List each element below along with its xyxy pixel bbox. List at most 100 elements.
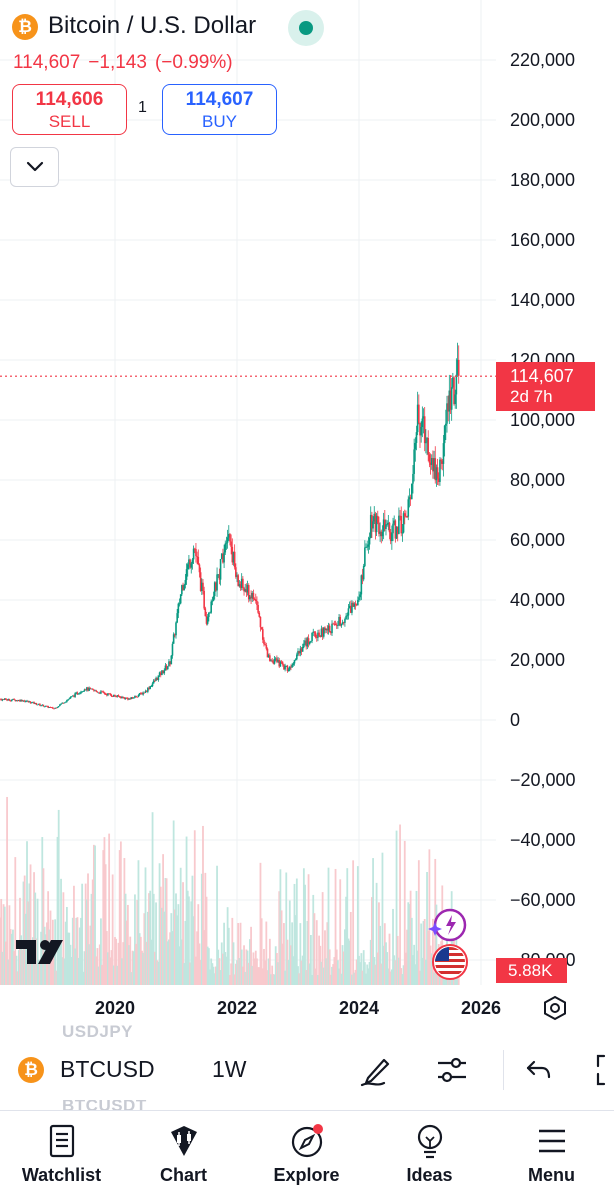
candle-body bbox=[22, 700, 25, 702]
volume-bar bbox=[340, 973, 343, 985]
volume-bar bbox=[155, 902, 157, 985]
volume-bar bbox=[190, 901, 193, 985]
candle-body bbox=[263, 639, 265, 645]
candle-body bbox=[196, 556, 198, 557]
undo-icon[interactable] bbox=[522, 1052, 556, 1088]
candle-body bbox=[232, 551, 235, 563]
volume-bar bbox=[271, 965, 274, 985]
candle-body bbox=[43, 706, 46, 708]
interval-selector[interactable]: 1W bbox=[212, 1056, 247, 1082]
candle-body bbox=[79, 693, 81, 695]
volume-bar bbox=[304, 884, 306, 985]
volume-bar bbox=[151, 812, 154, 985]
volume-bar bbox=[170, 913, 173, 985]
candle-body bbox=[265, 645, 268, 649]
nav-ideas[interactable]: Ideas bbox=[368, 1111, 491, 1200]
fullscreen-icon[interactable] bbox=[594, 1052, 614, 1088]
candle-body bbox=[2, 699, 5, 701]
volume-bar bbox=[360, 953, 363, 985]
volume-bar bbox=[89, 925, 92, 985]
market-open-dot[interactable] bbox=[288, 10, 324, 46]
volume-bar bbox=[321, 892, 324, 985]
candle-body bbox=[371, 514, 373, 529]
volume-bar bbox=[386, 952, 389, 985]
candle-body bbox=[348, 605, 351, 609]
candle-body bbox=[253, 599, 256, 600]
nav-label: Menu bbox=[528, 1165, 575, 1185]
volume-bar bbox=[71, 917, 74, 985]
candle-body bbox=[209, 612, 211, 614]
volume-bar bbox=[143, 913, 146, 985]
price-axis[interactable]: 220,000200,000180,000160,000140,000120,0… bbox=[510, 50, 576, 970]
candle-body bbox=[66, 700, 68, 702]
volume-bar bbox=[142, 952, 145, 985]
candle-body bbox=[239, 584, 242, 588]
candle-body bbox=[320, 628, 323, 637]
candle-body bbox=[34, 702, 37, 704]
candlestick-series bbox=[0, 342, 460, 710]
chart-settings-hexagon-icon[interactable] bbox=[542, 995, 568, 1021]
candle-body bbox=[443, 425, 446, 444]
volume-bar bbox=[192, 916, 195, 985]
volume-bar bbox=[153, 951, 156, 985]
candle-body bbox=[447, 403, 449, 412]
volume-bar bbox=[26, 841, 28, 985]
candle-body bbox=[98, 692, 101, 694]
volume-bar bbox=[379, 925, 382, 985]
nav-explore[interactable]: Explore bbox=[245, 1111, 368, 1200]
tradingview-logo-icon[interactable] bbox=[16, 938, 68, 966]
buy-button[interactable]: 114,607 BUY bbox=[162, 84, 277, 135]
symbol-title[interactable]: Bitcoin / U.S. Dollar bbox=[48, 12, 257, 39]
nav-watchlist[interactable]: Watchlist bbox=[0, 1111, 123, 1200]
candle-body bbox=[107, 693, 109, 696]
volume-bar bbox=[226, 907, 229, 985]
volume-bar bbox=[267, 958, 270, 985]
volume-bar bbox=[395, 830, 398, 985]
volume-bar bbox=[414, 964, 417, 985]
volume-bar bbox=[58, 941, 61, 985]
sell-price: 114,606 bbox=[35, 89, 104, 110]
time-axis[interactable]: 2020 2022 2024 2026 bbox=[95, 998, 501, 1018]
candle-body bbox=[32, 702, 34, 703]
volume-bar bbox=[157, 961, 160, 985]
candle-body bbox=[249, 596, 251, 600]
candle-body bbox=[319, 635, 322, 637]
volume-bar bbox=[394, 960, 397, 985]
volume-bar bbox=[366, 964, 369, 985]
candle-body bbox=[240, 578, 243, 588]
price-tick-label: 40,000 bbox=[510, 590, 565, 610]
candle-body bbox=[93, 689, 95, 691]
nav-chart[interactable]: Chart bbox=[122, 1111, 245, 1200]
candle-body bbox=[210, 601, 212, 613]
price-tick-label: 60,000 bbox=[510, 530, 565, 550]
volume-bar bbox=[163, 911, 166, 985]
volume-bar bbox=[416, 950, 419, 985]
time-tick-label: 2024 bbox=[339, 998, 379, 1018]
candle-body bbox=[75, 692, 78, 694]
volume-bar bbox=[132, 951, 135, 985]
nav-menu[interactable]: Menu bbox=[490, 1111, 613, 1200]
volume-bar bbox=[214, 966, 217, 985]
volume-bar bbox=[15, 955, 18, 985]
candle-body bbox=[14, 699, 17, 702]
previous-symbol[interactable]: USDJPY bbox=[62, 1022, 134, 1041]
candle-body bbox=[182, 585, 184, 590]
volume-bar bbox=[256, 958, 258, 985]
candle-body bbox=[373, 513, 376, 522]
ai-assistant-icon[interactable] bbox=[428, 906, 470, 944]
symbol-selector[interactable]: BTCUSD bbox=[60, 1056, 155, 1082]
price-tick-label: −60,000 bbox=[510, 890, 576, 910]
candle-body bbox=[49, 707, 52, 708]
collapse-button[interactable] bbox=[10, 147, 59, 187]
candle-body bbox=[128, 698, 130, 700]
indicators-sliders-icon[interactable] bbox=[434, 1052, 470, 1088]
candle-body bbox=[189, 559, 191, 568]
us-flag-icon[interactable] bbox=[432, 944, 468, 980]
volume-bar bbox=[22, 881, 25, 985]
candle-body bbox=[162, 670, 164, 674]
candle-body bbox=[450, 387, 453, 410]
volume-bar bbox=[291, 922, 294, 985]
drawing-pen-icon[interactable] bbox=[358, 1052, 394, 1088]
volume-bar bbox=[41, 837, 44, 985]
sell-button[interactable]: 114,606 SELL bbox=[12, 84, 127, 135]
